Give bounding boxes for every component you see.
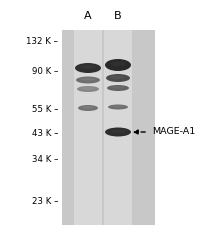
Ellipse shape xyxy=(105,128,131,136)
Ellipse shape xyxy=(80,65,96,69)
Text: 90 K –: 90 K – xyxy=(32,67,58,77)
Ellipse shape xyxy=(106,74,130,82)
Text: 34 K –: 34 K – xyxy=(32,156,58,165)
Text: 23 K –: 23 K – xyxy=(32,197,58,206)
Text: 55 K –: 55 K – xyxy=(32,106,58,114)
Text: A: A xyxy=(84,11,92,21)
Text: 43 K –: 43 K – xyxy=(32,128,58,138)
Text: 132 K –: 132 K – xyxy=(26,37,58,47)
Bar xyxy=(74,30,102,225)
Bar xyxy=(62,30,155,225)
Ellipse shape xyxy=(81,78,95,81)
Ellipse shape xyxy=(111,86,125,89)
Ellipse shape xyxy=(77,86,99,92)
Ellipse shape xyxy=(111,76,125,79)
Ellipse shape xyxy=(81,87,95,90)
Ellipse shape xyxy=(75,63,101,73)
Ellipse shape xyxy=(107,85,129,91)
Text: MAGE-A1: MAGE-A1 xyxy=(152,128,195,136)
Ellipse shape xyxy=(105,59,131,71)
Ellipse shape xyxy=(82,106,94,109)
Ellipse shape xyxy=(110,61,126,66)
Ellipse shape xyxy=(78,105,98,111)
Bar xyxy=(104,30,132,225)
Ellipse shape xyxy=(76,77,100,84)
Text: B: B xyxy=(114,11,122,21)
Ellipse shape xyxy=(110,129,126,133)
Ellipse shape xyxy=(108,105,128,110)
Ellipse shape xyxy=(112,106,124,107)
